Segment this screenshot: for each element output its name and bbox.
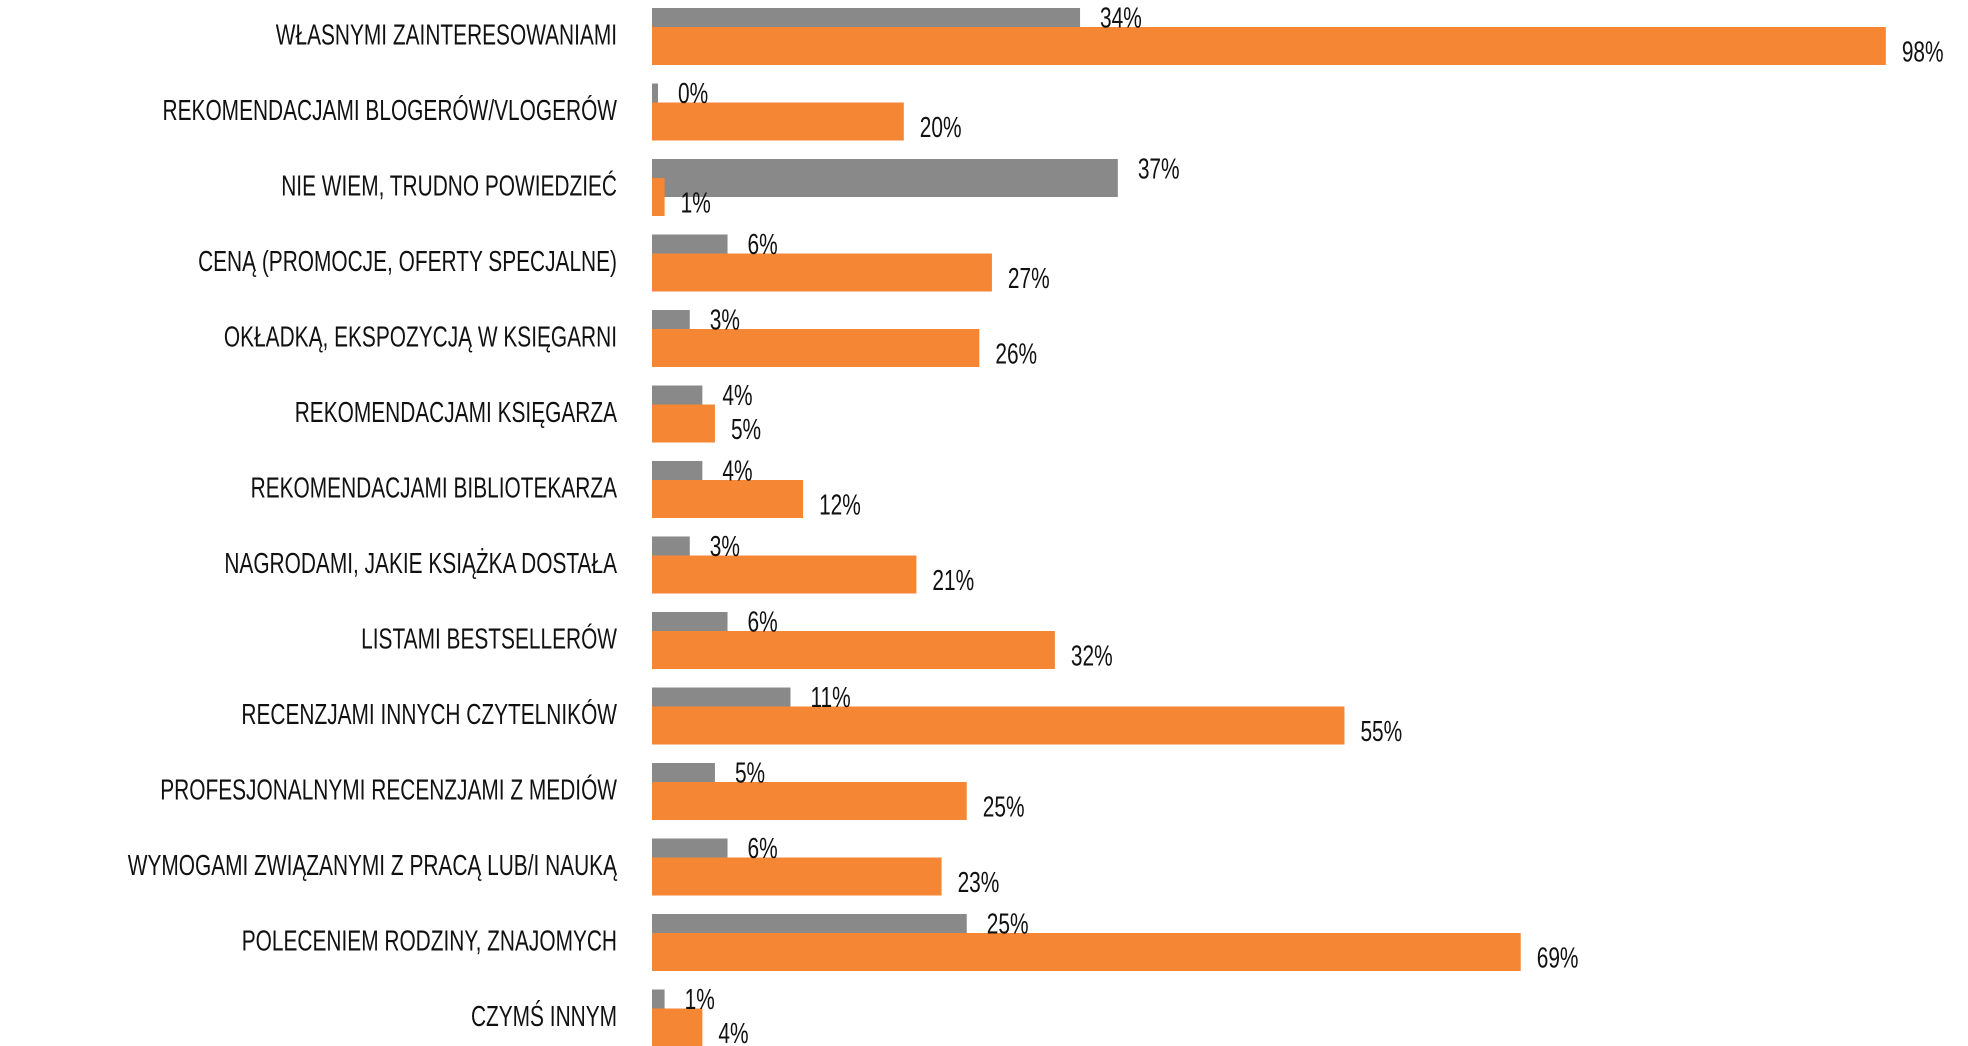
bar bbox=[652, 1008, 703, 1046]
category-label: REKOMENDACJAMI KSIĘGARZA bbox=[295, 397, 617, 429]
bar bbox=[652, 480, 804, 518]
value-label: 37% bbox=[1138, 153, 1180, 185]
category-label: CENĄ (PROMOCJE, OFERTY SPECJALNE) bbox=[198, 246, 617, 278]
category-label: PROFESJONALNYMI RECENZJAMI Z MEDIÓW bbox=[160, 773, 617, 806]
value-label: 55% bbox=[1360, 716, 1402, 748]
value-label: 1% bbox=[685, 984, 715, 1016]
bar bbox=[652, 933, 1521, 971]
value-label: 69% bbox=[1537, 942, 1579, 974]
value-label: 20% bbox=[920, 112, 962, 144]
category-label: REKOMENDACJAMI BIBLIOTEKARZA bbox=[251, 472, 617, 504]
value-label: 5% bbox=[735, 757, 765, 789]
value-label: 12% bbox=[819, 489, 861, 521]
value-label: 32% bbox=[1071, 640, 1113, 672]
bar bbox=[652, 102, 904, 141]
category-label: POLECENIEM RODZINY, ZNAJOMYCH bbox=[242, 925, 617, 957]
value-label: 4% bbox=[722, 380, 752, 412]
bar bbox=[652, 404, 715, 443]
bar bbox=[652, 27, 1886, 65]
value-label: 25% bbox=[983, 791, 1025, 823]
value-label: 6% bbox=[748, 606, 778, 638]
bar bbox=[652, 178, 665, 216]
value-label: 3% bbox=[710, 531, 740, 563]
value-label: 0% bbox=[678, 78, 708, 110]
bar bbox=[652, 555, 917, 594]
category-label: WŁASNYMI ZAINTERESOWANIAMI bbox=[276, 19, 617, 51]
category-label: OKŁADKĄ, EKSPOZYCJĄ W KSIĘGARNI bbox=[224, 321, 617, 353]
value-label: 23% bbox=[958, 867, 1000, 899]
value-label: 4% bbox=[718, 1018, 748, 1046]
value-label: 6% bbox=[748, 229, 778, 261]
bar bbox=[652, 159, 1118, 197]
category-label: CZYMŚ INNYM bbox=[471, 999, 617, 1033]
value-label: 25% bbox=[987, 908, 1029, 940]
bar bbox=[652, 782, 967, 820]
value-label: 26% bbox=[995, 338, 1037, 370]
bar bbox=[652, 631, 1055, 669]
bar bbox=[652, 329, 980, 367]
bar bbox=[652, 253, 992, 292]
value-label: 6% bbox=[748, 833, 778, 865]
value-label: 27% bbox=[1008, 263, 1050, 295]
category-label: WYMOGAMI ZWIĄZANYMI Z PRACĄ LUB/I NAUKĄ bbox=[128, 850, 617, 882]
category-label: RECENZJAMI INNYCH CZYTELNIKÓW bbox=[241, 698, 617, 731]
bar bbox=[652, 857, 942, 896]
value-label: 1% bbox=[681, 187, 711, 219]
category-label: REKOMENDACJAMI BLOGERÓW/VLOGERÓW bbox=[163, 94, 618, 127]
value-label: 11% bbox=[810, 682, 850, 714]
category-label: LISTAMI BESTSELLERÓW bbox=[361, 622, 617, 655]
value-label: 3% bbox=[710, 304, 740, 336]
value-label: 34% bbox=[1100, 2, 1142, 34]
category-label: NIE WIEM, TRUDNO POWIEDZIEĆ bbox=[281, 169, 617, 202]
value-label: 98% bbox=[1902, 36, 1944, 68]
value-label: 4% bbox=[722, 455, 752, 487]
bar bbox=[652, 706, 1345, 745]
value-label: 21% bbox=[932, 565, 974, 597]
category-label: NAGRODAMI, JAKIE KSIĄŻKA DOSTAŁA bbox=[224, 547, 617, 580]
value-label: 5% bbox=[731, 414, 761, 446]
